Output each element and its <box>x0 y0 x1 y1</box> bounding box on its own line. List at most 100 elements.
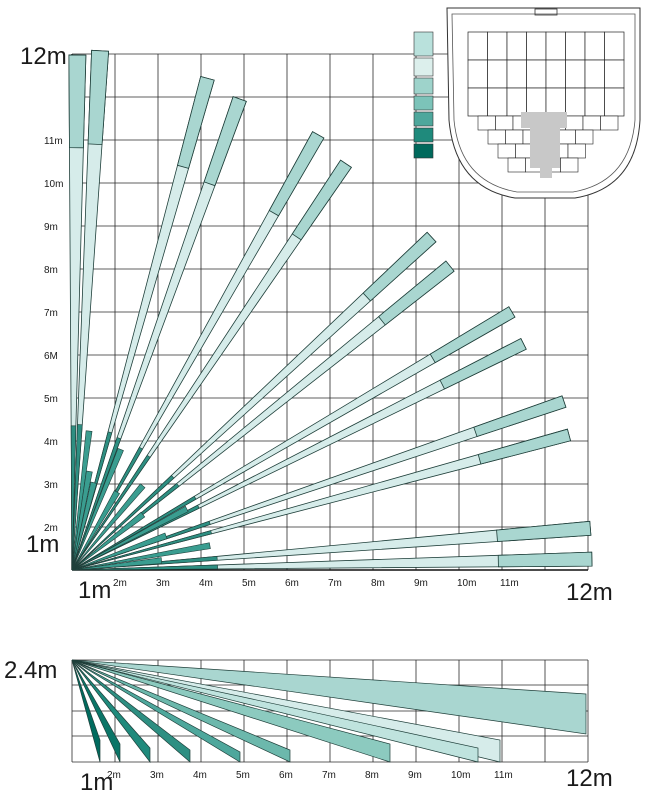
x-axis-origin-label: 1m <box>78 577 111 604</box>
plan-cell <box>506 31 527 61</box>
plan-floor-grid <box>467 31 625 178</box>
bottom-x-tick-label: 3m <box>150 770 164 781</box>
plan-cell <box>584 59 605 89</box>
x-tick-label: 4m <box>199 578 213 589</box>
beam-far-zone <box>362 231 437 302</box>
y-axis-top-label: 12m <box>20 43 67 70</box>
close-range-beam <box>71 532 168 571</box>
plan-cell <box>600 115 619 131</box>
beam-far-zone <box>268 131 325 217</box>
intensity-legend <box>413 31 434 159</box>
plan-cell <box>565 59 586 89</box>
side-detection-beam <box>71 659 101 763</box>
beam-near-zone <box>71 564 218 571</box>
plan-cell <box>526 87 547 117</box>
y-tick-label: 9m <box>44 222 58 233</box>
top-beams <box>68 49 593 571</box>
y-tick-label: 6M <box>44 351 58 362</box>
height-label: 2.4m <box>4 657 57 684</box>
plan-cell <box>565 31 586 61</box>
plan-cell <box>506 59 527 89</box>
plan-cell <box>495 115 514 131</box>
bottom-x-tick-label: 10m <box>451 770 470 781</box>
plan-cell <box>487 31 508 61</box>
side-detection-beam <box>71 659 391 763</box>
bottom-x-origin-label: 1m <box>80 769 113 796</box>
side-detection-beam <box>71 659 121 763</box>
origin-label: 1m <box>26 531 59 558</box>
close-range-beam <box>71 483 146 571</box>
x-tick-label: 5m <box>242 578 256 589</box>
x-tick-label: 8m <box>371 578 385 589</box>
close-range-beam <box>71 481 98 571</box>
x-tick-label: 11m <box>500 578 519 589</box>
side-detection-beam <box>71 659 479 763</box>
plan-cell <box>584 31 605 61</box>
bottom-beams <box>71 659 587 764</box>
close-range-beam <box>71 511 146 571</box>
side-detection-beam <box>71 659 191 763</box>
beam-far-zone <box>477 428 572 465</box>
plan-cell <box>497 143 516 159</box>
x-tick-label: 10m <box>457 578 476 589</box>
close-range-beam <box>71 505 189 571</box>
bottom-axis-labels: 2.4m 1m 12m 2m 3m 4m 5m 6m 7m 8m 9m 10m 11m <box>4 657 613 796</box>
side-detection-beam <box>71 659 587 735</box>
beam-far-zone <box>496 520 592 542</box>
bottom-x-tick-label: 9m <box>408 770 422 781</box>
bottom-x-tick-label: 5m <box>236 770 250 781</box>
side-detection-beam <box>71 659 241 763</box>
bottom-x-tick-label: 8m <box>365 770 379 781</box>
y-tick-label: 11m <box>44 136 63 147</box>
y-tick-label: 8m <box>44 265 58 276</box>
bottom-x-tick-label: 7m <box>322 770 336 781</box>
x-tick-label: 3m <box>156 578 170 589</box>
bottom-x-tick-label: 4m <box>193 770 207 781</box>
y-tick-label: 2m <box>44 523 58 534</box>
x-axis-end-label: 12m <box>566 579 613 606</box>
plan-cell <box>604 87 625 117</box>
plan-cell <box>584 87 605 117</box>
plan-cell <box>582 115 601 131</box>
y-tick-label: 10m <box>44 179 63 190</box>
beam-far-zone <box>203 96 247 187</box>
plan-cell <box>545 87 566 117</box>
mounting-plan-diagram <box>446 7 641 199</box>
close-range-beam <box>71 447 124 571</box>
plan-cell <box>487 59 508 89</box>
beam-far-zone <box>439 337 527 390</box>
legend-swatch <box>413 95 434 111</box>
plan-cell <box>575 129 594 145</box>
beam-far-zone <box>473 395 567 438</box>
x-tick-label: 6m <box>285 578 299 589</box>
y-tick-label: 7m <box>44 308 58 319</box>
y-tick-label: 3m <box>44 480 58 491</box>
bottom-x-tick-label: 2m <box>107 770 121 781</box>
legend-swatch <box>413 31 434 57</box>
plan-cell <box>545 31 566 61</box>
plan-cell <box>505 129 524 145</box>
beam-far-zone <box>291 159 352 241</box>
plan-cell <box>565 87 586 117</box>
beam-near-zone <box>71 495 197 571</box>
side-view-plot: 2.4m 1m 12m 2m 3m 4m 5m 6m 7m 8m 9m 10m 11m <box>4 657 613 796</box>
close-range-beam <box>71 542 211 571</box>
close-range-beam <box>71 557 163 571</box>
plan-cell <box>557 129 576 145</box>
beam-far-zone <box>68 54 87 149</box>
beam-far-zone <box>177 75 215 169</box>
beam-far-zone <box>87 49 110 146</box>
y-tick-label: 4m <box>44 437 58 448</box>
x-tick-label: 7m <box>328 578 342 589</box>
bottom-x-end-label: 12m <box>566 765 613 792</box>
plan-cell <box>560 157 579 173</box>
plan-cell <box>526 31 547 61</box>
legend-swatch <box>413 127 434 143</box>
bottom-x-tick-label: 6m <box>279 770 293 781</box>
top-axis-labels: 12m 1m 1m 12m 2m 3m 4m 5m 6M 7m 8m 9m 10m 11m 2m 3m… <box>20 43 613 606</box>
beam-near-zone <box>71 454 151 571</box>
plan-cell <box>526 59 547 89</box>
plan-cell <box>477 115 496 131</box>
beam-near-zone <box>71 475 175 571</box>
top-view-plot: 12m 1m 1m 12m 2m 3m 4m 5m 6M 7m 8m 9m 10m 11m 2m 3m… <box>20 43 613 606</box>
